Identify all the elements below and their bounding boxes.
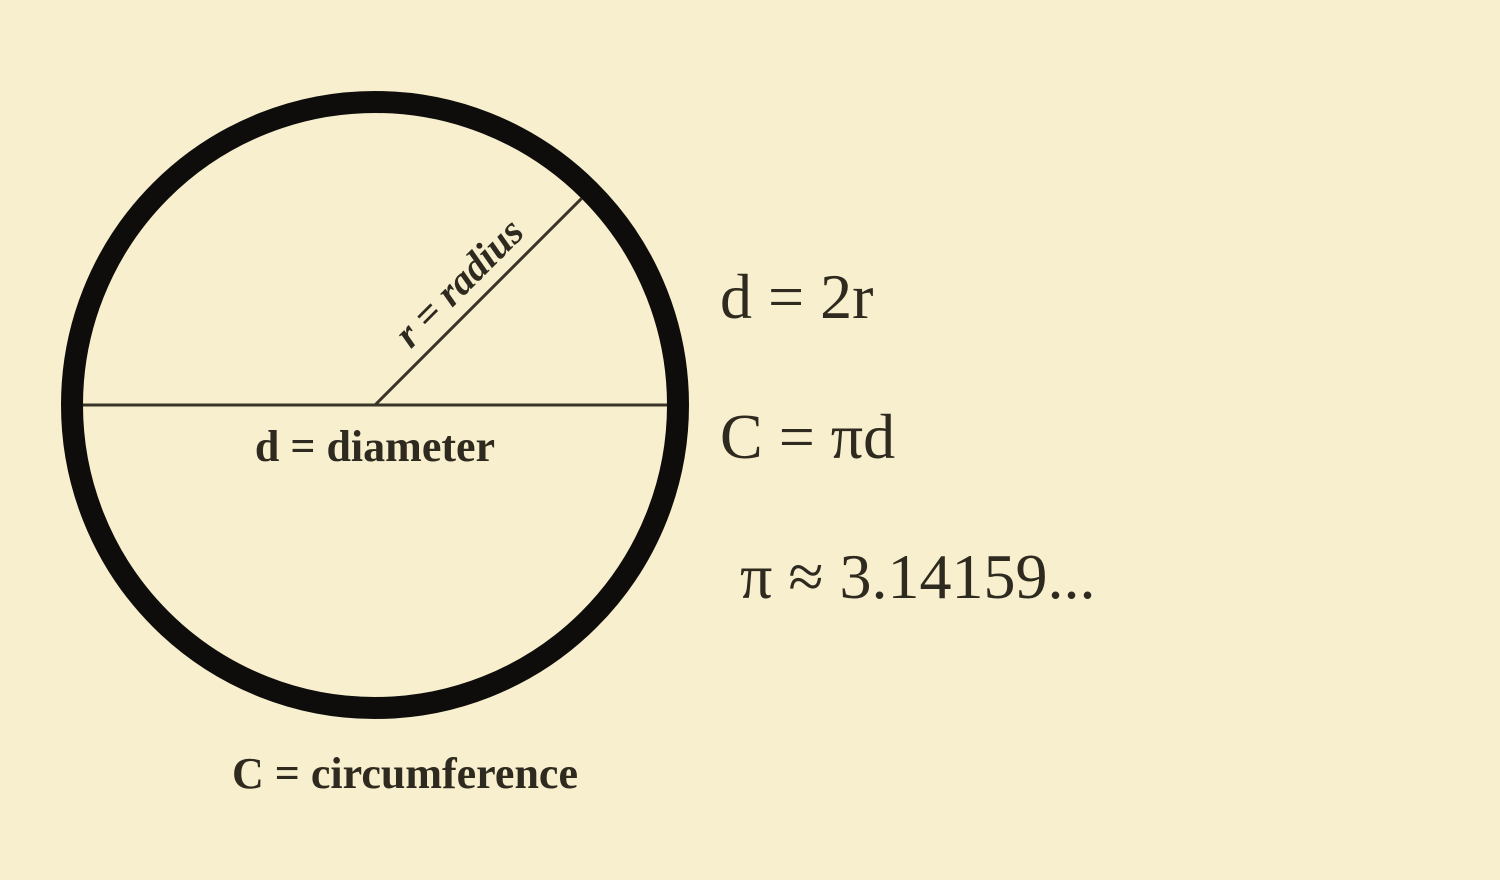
diameter-label: d = diameter xyxy=(255,422,495,471)
formula-diameter: d = 2r xyxy=(720,260,873,334)
diagram-stage: r = radiusd = diameterC = circumference … xyxy=(0,0,1500,880)
radius-label: r = radius xyxy=(385,209,532,356)
formula-circumference: C = πd xyxy=(720,400,895,474)
radius-line xyxy=(375,199,581,405)
circumference-label: C = circumference xyxy=(232,749,578,798)
formula-pi: π ≈ 3.14159... xyxy=(740,540,1095,614)
